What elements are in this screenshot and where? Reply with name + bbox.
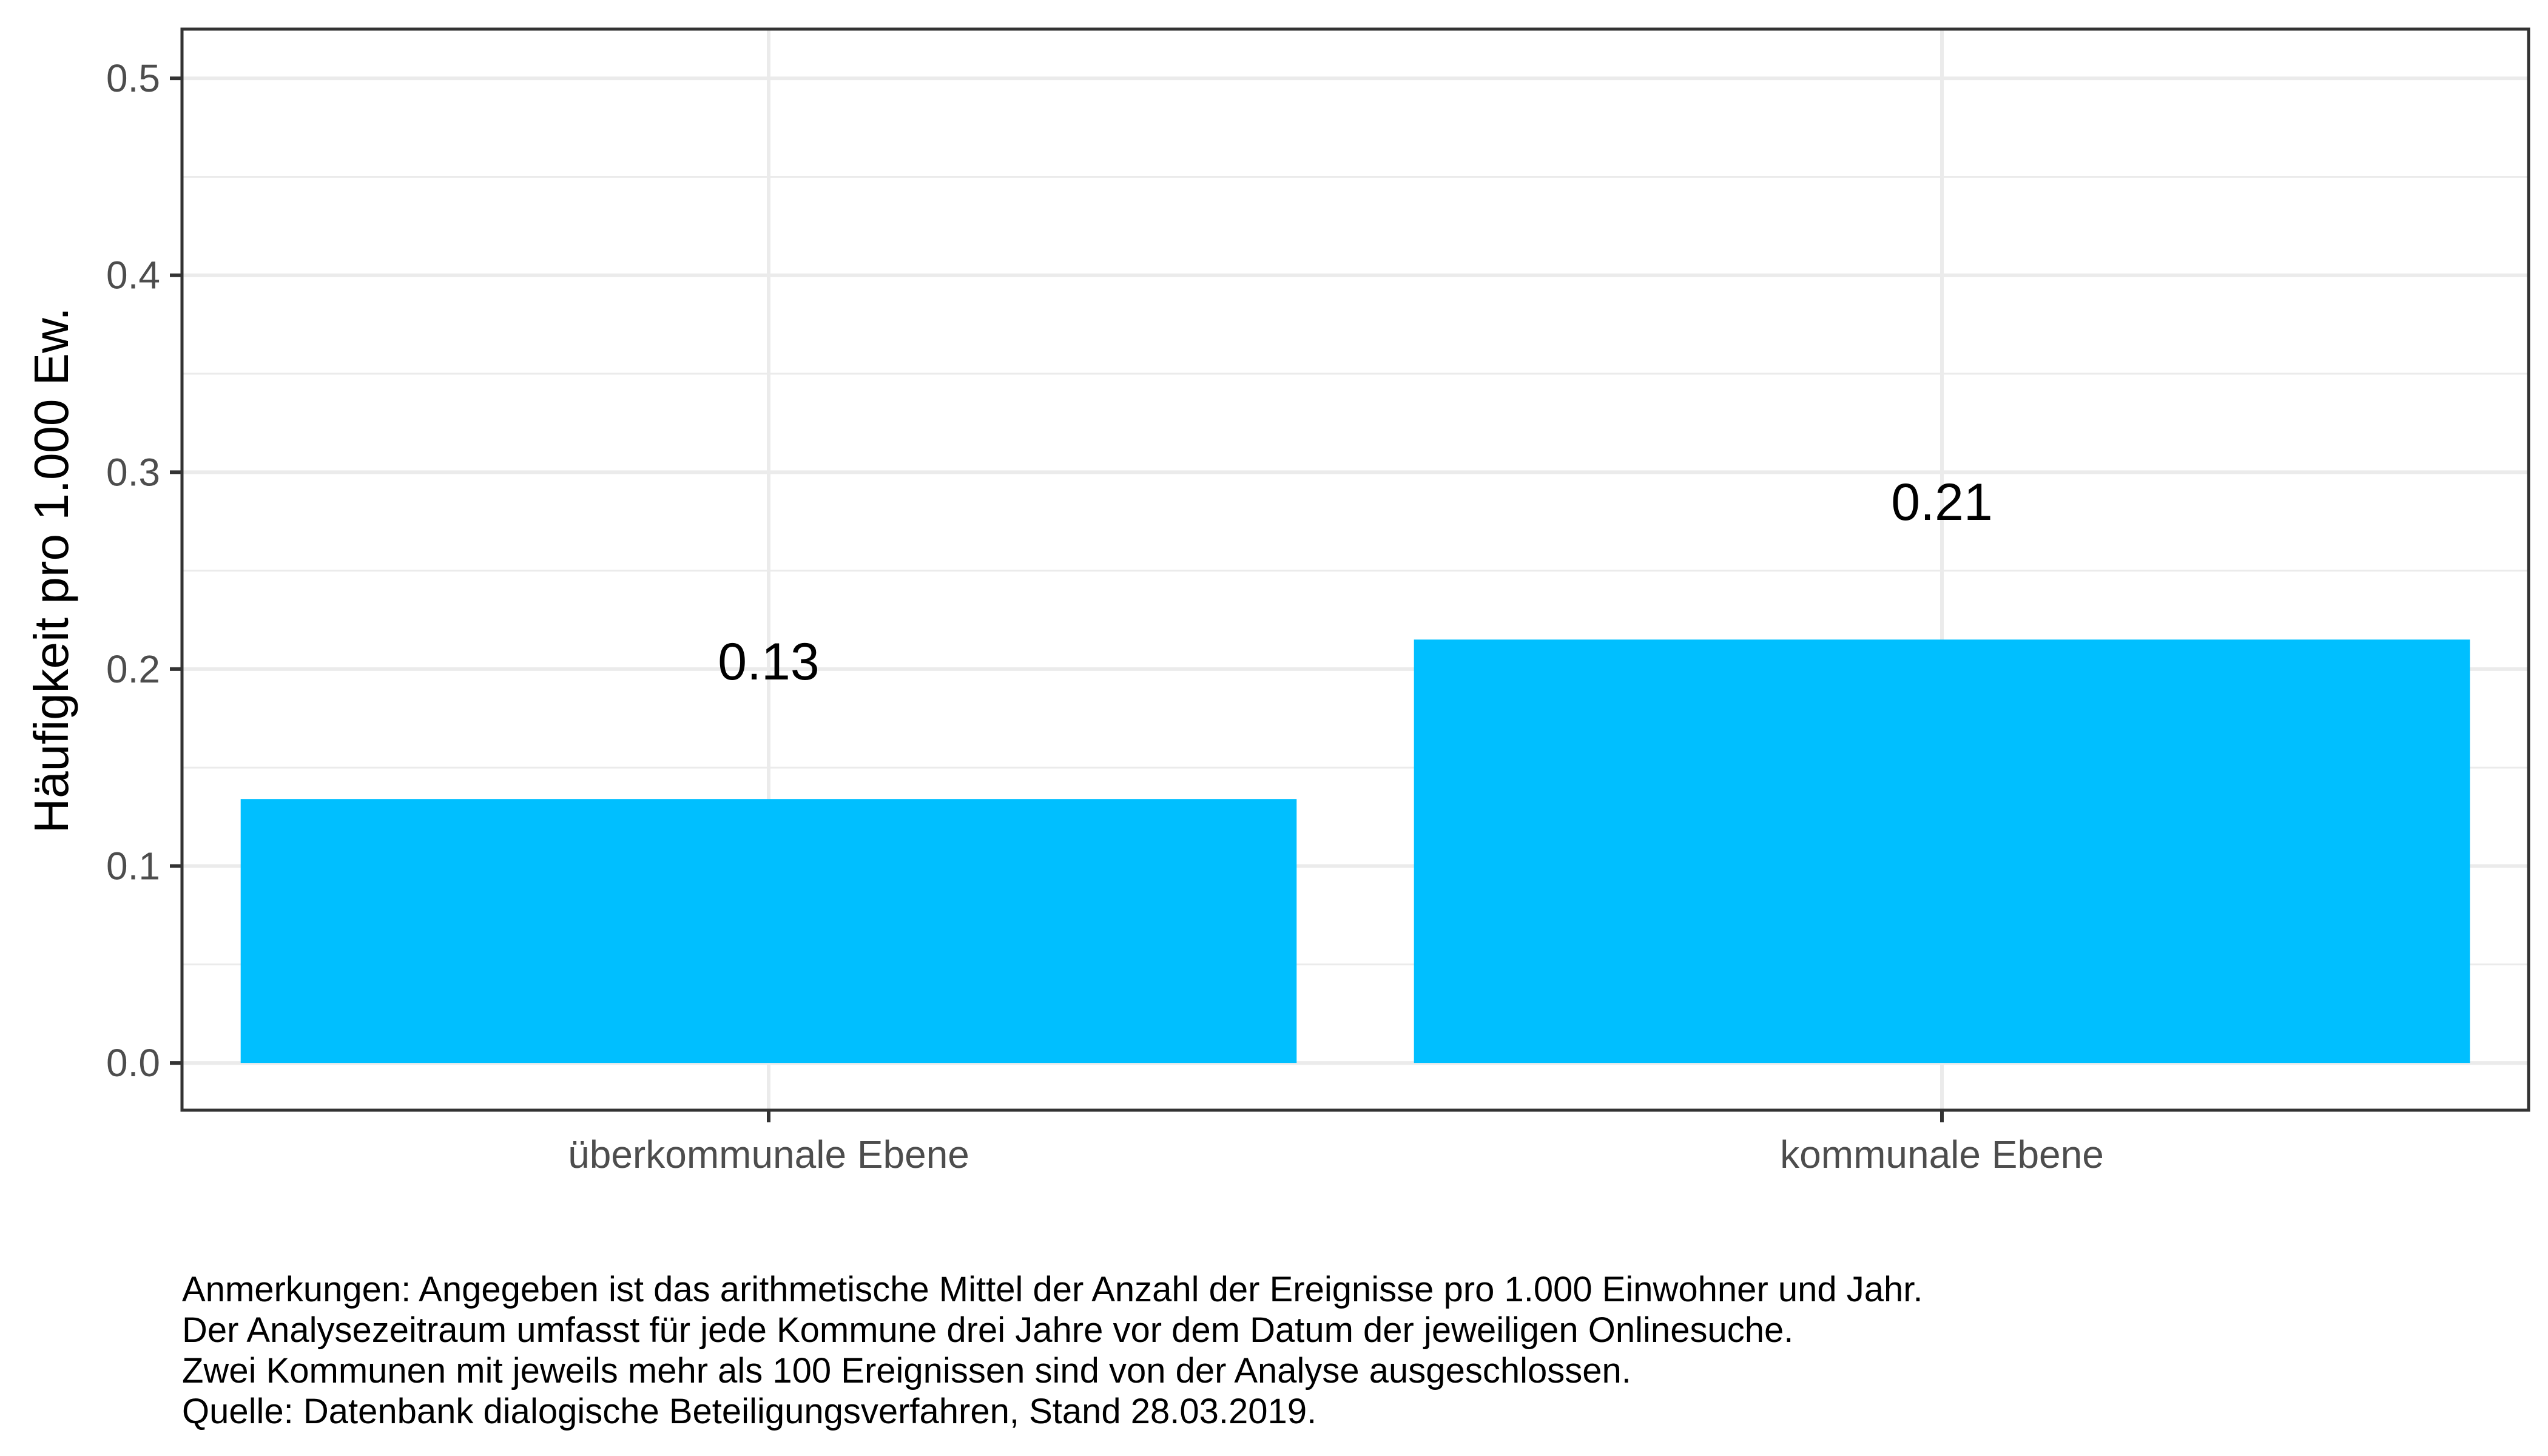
caption-line-exclusion: Zwei Kommunen mit jeweils mehr als 100 E… — [182, 1351, 1631, 1390]
caption-line-annotation: Anmerkungen: Angegeben ist das arithmeti… — [182, 1270, 1923, 1309]
bar — [1414, 639, 2470, 1063]
y-tick-label: 0.5 — [106, 56, 160, 100]
x-tick-label: kommunale Ebene — [1780, 1133, 2104, 1176]
y-tick-label: 0.4 — [106, 254, 160, 297]
y-tick-label: 0.3 — [106, 450, 160, 494]
bar-value-label: 0.21 — [1891, 473, 1992, 531]
y-axis-title: Häufigkeit pro 1.000 Ew. — [24, 307, 78, 833]
y-tick-label: 0.0 — [106, 1041, 160, 1085]
caption-line-source: Quelle: Datenbank dialogische Beteiligun… — [182, 1392, 1316, 1431]
data-labels: 0.13 0.21 — [718, 473, 1992, 691]
bars — [240, 639, 2470, 1063]
y-tick-label: 0.1 — [106, 844, 160, 888]
panel-border — [180, 27, 2530, 1112]
caption-line-period: Der Analysezeitraum umfasst für jede Kom… — [182, 1310, 1793, 1350]
x-tick-label: überkommunale Ebene — [568, 1133, 969, 1176]
bar — [240, 799, 1297, 1063]
caption: Anmerkungen: Angegeben ist das arithmeti… — [182, 1270, 1923, 1431]
y-tick-label: 0.2 — [106, 647, 160, 691]
axes: 0.0 0.1 0.2 0.3 0.4 0.5 überkommunale Ebene kom… — [106, 56, 2104, 1176]
bar-value-label: 0.13 — [718, 633, 819, 691]
